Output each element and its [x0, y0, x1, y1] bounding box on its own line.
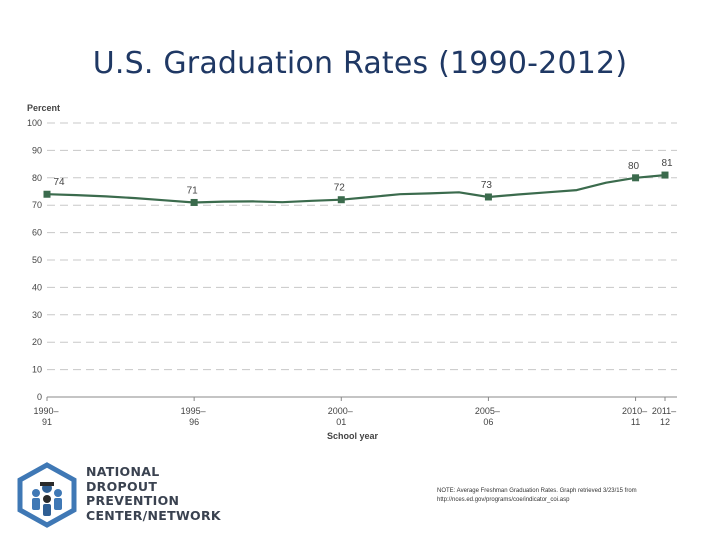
series-line	[46, 174, 666, 204]
y-tick-label: 90	[32, 145, 42, 155]
data-labels: 74 71 72 73 80 81	[53, 158, 673, 196]
data-point	[337, 196, 345, 204]
x-tick-label: 06	[483, 417, 493, 427]
y-tick-label: 30	[32, 310, 42, 320]
data-label: 74	[53, 177, 65, 188]
y-tick-label: 80	[32, 173, 42, 183]
source-note: NOTE: Average Freshman Graduation Rates.…	[437, 488, 637, 503]
y-tick-label: 10	[32, 365, 42, 375]
x-tick-label: 1990–	[33, 406, 58, 416]
logo-line: NATIONAL	[86, 464, 160, 479]
x-tick-label: 1995–	[181, 406, 206, 416]
data-label: 72	[334, 183, 346, 194]
slide-title: U.S. Graduation Rates (1990-2012)	[92, 46, 628, 81]
y-tick-label: 70	[32, 200, 42, 210]
y-tick-label: 50	[32, 255, 42, 265]
x-tick-label: 12	[660, 417, 670, 427]
data-point	[484, 193, 492, 201]
data-label: 80	[628, 161, 640, 172]
logo-line: DROPOUT	[86, 478, 158, 494]
x-tick-label: 11	[631, 417, 640, 427]
y-axis-label: Percent	[27, 103, 60, 113]
x-tick-label: 2000–	[328, 406, 353, 416]
data-label: 71	[187, 185, 199, 196]
y-tick-label: 40	[32, 282, 42, 292]
y-tick-label: 20	[32, 337, 42, 347]
data-point	[43, 190, 51, 198]
axes: 01020304050607080901001990–911995–962000…	[27, 118, 677, 427]
x-tick-label: 01	[336, 417, 346, 427]
graduation-rate-chart: 01020304050607080901001990–911995–962000…	[27, 103, 677, 441]
data-point	[661, 171, 669, 179]
ndpc-logo-icon	[17, 462, 77, 528]
data-label: 81	[661, 158, 673, 169]
grid-lines	[47, 122, 677, 371]
graduation-rate-line	[46, 174, 666, 204]
data-point	[632, 174, 640, 182]
y-tick-label: 100	[27, 118, 42, 128]
data-point	[190, 198, 198, 206]
x-tick-label: 2005–	[475, 406, 500, 416]
data-markers	[43, 171, 669, 206]
x-tick-label: 2010–	[622, 406, 647, 416]
x-tick-label: 91	[42, 417, 52, 427]
logo-line: PREVENTION	[86, 493, 180, 508]
logo-line: CENTER/NETWORK	[86, 507, 221, 523]
ndpc-logo-text: NATIONAL DROPOUT PREVENTION CENTER/NETWO…	[86, 464, 221, 523]
data-label: 73	[481, 180, 493, 191]
x-axis-label: School year	[327, 431, 379, 441]
y-tick-label: 60	[32, 228, 42, 238]
y-tick-label: 0	[37, 392, 42, 402]
x-tick-label: 2011–	[652, 406, 676, 416]
x-tick-label: 96	[189, 417, 199, 427]
